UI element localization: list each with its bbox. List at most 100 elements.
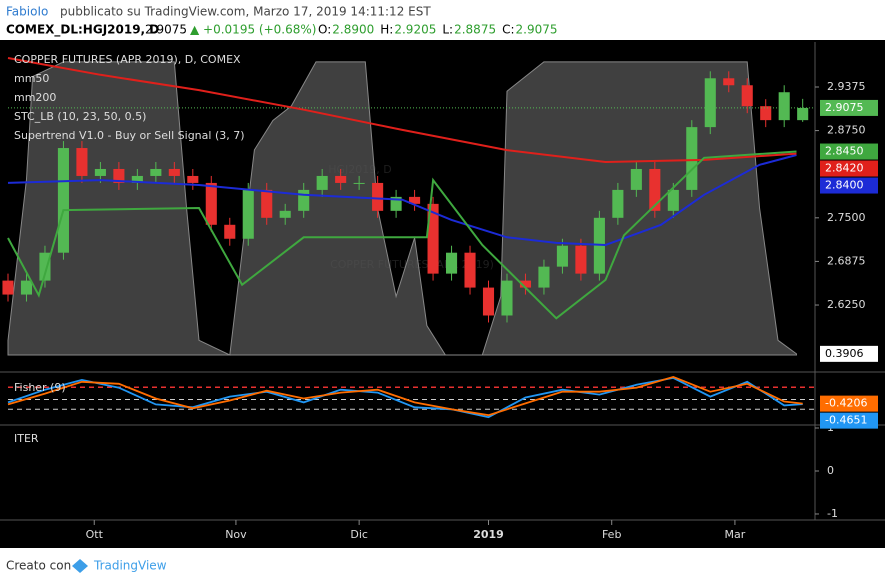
published: pubblicato su TradingView.com, Marzo 17,…: [60, 5, 431, 19]
candle-body: [760, 106, 772, 121]
footer-brand[interactable]: TradingView: [93, 559, 167, 573]
candle-body: [298, 189, 310, 211]
candle-body: [667, 189, 679, 211]
series-line: [7, 150, 797, 320]
candle-body: [612, 189, 624, 218]
legend-entry: mm200: [14, 91, 56, 104]
candle-body: [575, 245, 587, 274]
candle-body: [168, 168, 180, 176]
candle-body: [224, 224, 236, 239]
ohlc-value: 2.9205: [394, 23, 436, 37]
legend-entry: STC_LB (10, 23, 50, 0.5): [14, 110, 146, 123]
candle-body: [131, 175, 143, 183]
price: 2.9075: [145, 23, 187, 37]
candle-body: [482, 287, 495, 316]
candle-body: [390, 196, 402, 211]
price-badge: [820, 143, 878, 160]
candle-body: [797, 107, 809, 121]
series-line: [7, 57, 797, 164]
change: ▲ +0.0195 (+0.68%): [190, 23, 316, 37]
x-tick-label: Mar: [725, 528, 746, 541]
price-badge: [820, 395, 878, 412]
chart: HGJ2019, DCOPPER FUTURES (APR 2019)2.625…: [0, 42, 885, 541]
price-badge-label: 2.9075: [825, 101, 864, 114]
series-line: [7, 376, 803, 419]
candle-body: [2, 280, 14, 295]
candle-body: [76, 148, 88, 176]
x-tick-label: Nov: [225, 528, 247, 541]
y-tick-label: 2.9375: [827, 80, 866, 93]
candle-body: [538, 266, 550, 288]
candle-body: [187, 175, 199, 183]
legend-entry: mm50: [14, 72, 49, 85]
candle-body: [242, 189, 254, 239]
price-badge-label: 2.8450: [825, 145, 864, 158]
y-tick-label: 0: [827, 464, 834, 477]
candle-body: [704, 78, 716, 128]
price-badge: [820, 345, 878, 362]
x-tick-label: Feb: [602, 528, 621, 541]
candle-body: [445, 252, 458, 274]
logo: [72, 559, 88, 573]
candle-body: [501, 280, 513, 316]
candle-body: [57, 148, 69, 253]
author[interactable]: FabioIo: [6, 5, 48, 19]
symbol: COMEX_DL:HGJ2019, D: [6, 23, 159, 38]
ohlc-value: 2.8875: [454, 23, 496, 37]
candle-body: [261, 189, 273, 218]
y-tick-label: 2.6250: [827, 298, 866, 311]
candle-body: [20, 280, 33, 295]
candle-body: [205, 182, 217, 225]
candle-body: [723, 78, 735, 86]
candle-body: [556, 245, 568, 267]
candle-body: [409, 196, 421, 204]
candle-body: [353, 182, 365, 184]
candle-body: [519, 280, 532, 288]
ohlc-label: L:: [442, 23, 453, 37]
candle-body: [649, 168, 661, 211]
ohlc-value: 2.8900: [332, 23, 374, 37]
y-tick-label: 2.6875: [827, 254, 866, 267]
price-badge: [820, 177, 878, 194]
candle-body: [335, 175, 347, 183]
candle-body: [630, 168, 642, 190]
x-tick-label: Ott: [86, 528, 104, 541]
ohlc-label: O:: [318, 23, 331, 37]
x-tick-label: Dic: [350, 528, 368, 541]
footer-text: Creato con: [6, 559, 71, 573]
stc-area: [7, 61, 798, 356]
candle-body: [778, 92, 790, 121]
price-badge: [820, 99, 878, 116]
y-tick-label: -1: [827, 507, 838, 520]
candle-body: [427, 203, 439, 274]
price-badge-label: 0.3906: [825, 347, 864, 360]
series-line: [7, 375, 803, 417]
candle-body: [372, 182, 384, 211]
pane-title: ITER: [14, 432, 39, 445]
price-badge-label: -0.4651: [825, 414, 867, 427]
x-tick-label: 2019: [473, 528, 504, 541]
legend-entry: Supertrend V1.0 - Buy or Sell Signal (3,…: [14, 129, 245, 142]
candle-body: [279, 210, 291, 218]
candle-body: [39, 252, 51, 281]
ohlc-value: 2.9075: [516, 23, 558, 37]
price-badge: [820, 412, 878, 429]
ohlc-label: H:: [380, 23, 393, 37]
pane-title: COPPER FUTURES (APR 2019), D, COMEX: [14, 53, 241, 66]
ohlc-label: C:: [502, 23, 514, 37]
candle-body: [464, 252, 476, 288]
price-badge-label: 2.8400: [825, 179, 864, 192]
candle-body: [686, 127, 698, 190]
price-badge: [820, 160, 878, 177]
price-badge-label: -0.4206: [825, 397, 867, 410]
y-tick-label: 2.8750: [827, 124, 866, 137]
candle-body: [150, 168, 162, 176]
candle-body: [741, 85, 753, 107]
price-badge-label: 2.8420: [825, 162, 864, 175]
candle-body: [94, 168, 106, 176]
candle-body: [113, 168, 125, 183]
candle-body: [316, 175, 328, 190]
pane-title: Fisher (9): [14, 381, 66, 394]
ohlc: O: 2.8900 H: 2.9205 L: 2.8875 C: 2.9075: [318, 23, 558, 37]
